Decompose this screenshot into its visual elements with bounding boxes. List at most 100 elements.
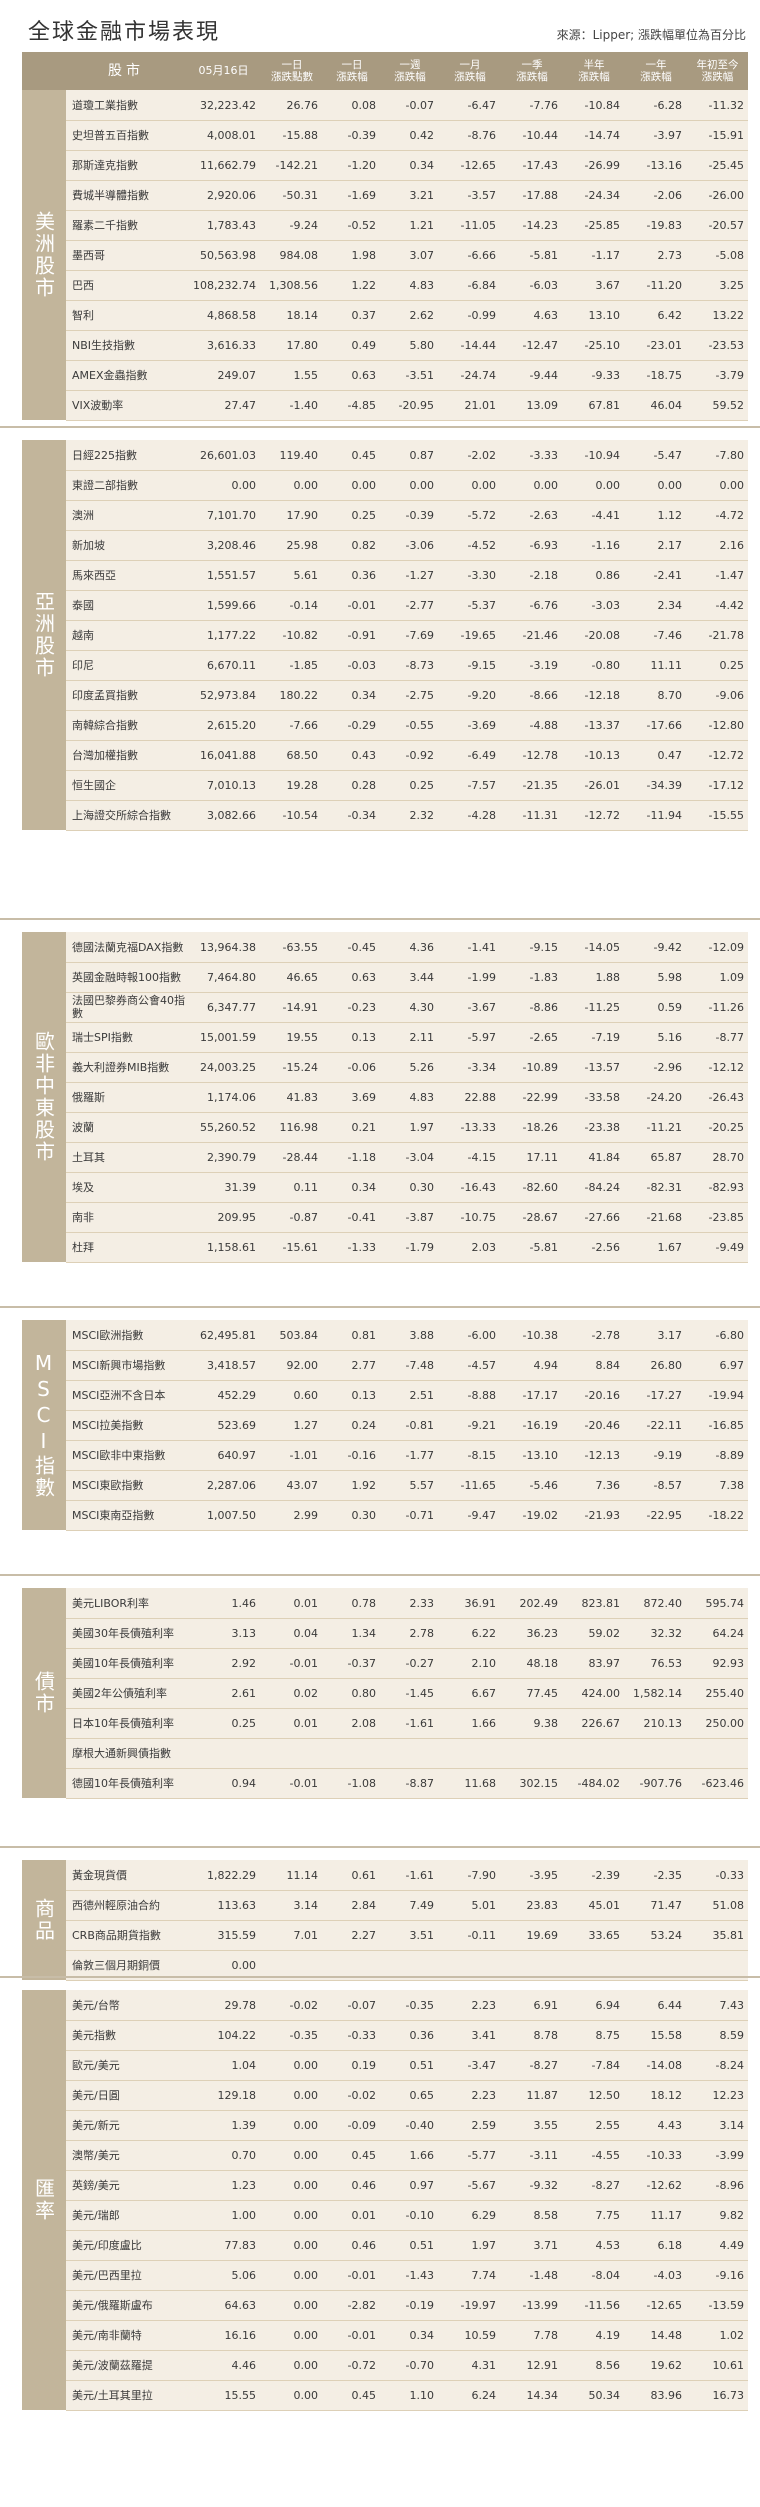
cell-close: 0.00	[231, 1958, 257, 1972]
cell-y1: -12.62	[646, 2178, 682, 2192]
cell-m1: -1.99	[467, 970, 496, 984]
cell-h1: 4.53	[595, 2238, 621, 2252]
table-row: 瑞士SPI指數 15,001.59 19.55 0.13 2.11 -5.97 -2.65 -…	[66, 1022, 748, 1053]
cell-ytd: -12.09	[708, 940, 744, 954]
cell-name: 德國法蘭克福DAX指數	[72, 940, 184, 954]
table-row: 美元指數 104.22 -0.35 -0.33 0.36 3.41 8.78 8.75 15.5…	[66, 2020, 748, 2051]
cell-close: 15,001.59	[200, 1030, 256, 1044]
cell-d1: 68.50	[286, 748, 319, 762]
cell-y1: 6.18	[657, 2238, 683, 2252]
cell-ytd: 64.24	[712, 1626, 745, 1640]
cell-w1: 2.78	[409, 1626, 435, 1640]
table-row: AMEX金蟲指數 249.07 1.55 0.63 -3.51 -24.74 -9.44 -9…	[66, 360, 748, 391]
cell-d1: 984.08	[279, 248, 319, 262]
source-note: 來源：Lipper; 漲跌幅單位為百分比	[556, 28, 746, 42]
cell-y1: 0.59	[657, 1000, 683, 1014]
table-row: 智利 4,868.58 18.14 0.37 2.62 -0.99 4.63 13.10 6.4…	[66, 300, 748, 331]
cell-w1: 0.36	[409, 2028, 435, 2042]
cell-m1: -5.37	[467, 598, 496, 612]
cell-y1: 8.70	[657, 688, 683, 702]
cell-w1: -0.92	[405, 748, 434, 762]
cell-w1: -0.81	[405, 1418, 434, 1432]
column-header-m1: 一月 漲跌幅	[439, 52, 501, 90]
cell-y1: -6.28	[653, 98, 682, 112]
column-header-q1: 一季 漲跌幅	[501, 52, 563, 90]
column-header-name: 股市	[108, 63, 144, 79]
cell-name: MSCI新興市場指數	[72, 1358, 166, 1372]
cell-y1: 2.34	[657, 598, 683, 612]
cell-name: 德國10年長債殖利率	[72, 1776, 174, 1790]
section-category: 美洲股市	[22, 90, 66, 420]
cell-d1p: 0.81	[351, 1328, 377, 1342]
cell-name: 歐元/美元	[72, 2058, 120, 2072]
cell-close: 4,868.58	[207, 308, 256, 322]
cell-w1: 5.26	[409, 1060, 435, 1074]
cell-d1p: 0.34	[351, 1180, 377, 1194]
cell-w1: -7.48	[405, 1358, 434, 1372]
table-row: 西德州輕原油合約 113.63 3.14 2.84 7.49 5.01 23.83 45.01…	[66, 1890, 748, 1921]
page-title: 全球金融市場表現	[28, 20, 221, 45]
cell-name: 美元/波蘭茲羅提	[72, 2358, 153, 2372]
cell-d1p: -0.06	[347, 1060, 376, 1074]
cell-m1: -14.44	[460, 338, 496, 352]
cell-q1: 11.87	[526, 2088, 559, 2102]
cell-w1: -0.19	[405, 2298, 434, 2312]
cell-name: MSCI東南亞指數	[72, 1508, 155, 1522]
cell-m1: -3.57	[467, 188, 496, 202]
cell-m1: 22.88	[464, 1090, 497, 1104]
cell-d1: 92.00	[286, 1358, 319, 1372]
cell-w1: -3.87	[405, 1210, 434, 1224]
cell-close: 1,158.61	[207, 1240, 256, 1254]
cell-d1p: -0.07	[347, 1998, 376, 2012]
cell-d1p: 0.45	[351, 2148, 377, 2162]
cell-d1p: 0.08	[351, 98, 377, 112]
cell-d1p: -1.33	[347, 1240, 376, 1254]
cell-d1: 41.83	[286, 1090, 319, 1104]
cell-m1: -7.90	[467, 1868, 496, 1882]
cell-q1: 6.91	[533, 1998, 559, 2012]
cell-d1p: -1.08	[347, 1776, 376, 1790]
cell-d1: 1.55	[293, 368, 319, 382]
cell-close: 209.95	[217, 1210, 257, 1224]
cell-d1p: -0.01	[347, 2328, 376, 2342]
cell-q1: -1.83	[529, 970, 558, 984]
cell-name: 美元指數	[72, 2028, 116, 2042]
cell-w1: -1.27	[405, 568, 434, 582]
column-header-y1-line2: 漲跌幅	[640, 71, 672, 83]
cell-d1p	[318, 1738, 376, 1768]
cell-d1: 46.65	[286, 970, 319, 984]
cell-d1: -0.01	[289, 1776, 318, 1790]
cell-close: 16,041.88	[200, 748, 256, 762]
cell-h1: -0.80	[591, 658, 620, 672]
section-category-label: 美洲股市	[31, 211, 56, 299]
cell-ytd: -23.85	[708, 1210, 744, 1224]
cell-m1: -1.41	[467, 940, 496, 954]
cell-y1: -5.47	[653, 448, 682, 462]
cell-m1: -6.49	[467, 748, 496, 762]
cell-d1p: 2.08	[351, 1716, 377, 1730]
cell-q1: -28.67	[522, 1210, 558, 1224]
cell-h1: -2.78	[591, 1328, 620, 1342]
cell-w1: -0.27	[405, 1656, 434, 1670]
cell-w1: -1.79	[405, 1240, 434, 1254]
cell-ytd: 2.16	[719, 538, 745, 552]
cell-y1: -3.97	[653, 128, 682, 142]
cell-y1: 5.98	[657, 970, 683, 984]
cell-m1: -13.33	[460, 1120, 496, 1134]
table-row: 義大利證券MIB指數 24,003.25 -15.24 -0.06 5.26 -3.34 -…	[66, 1052, 748, 1083]
cell-d1: 0.00	[293, 2358, 319, 2372]
cell-d1p: 0.82	[351, 538, 377, 552]
cell-m1: -4.28	[467, 808, 496, 822]
cell-d1: 17.80	[286, 338, 319, 352]
table-row: 俄羅斯 1,174.06 41.83 3.69 4.83 22.88 -22.99 -33.5…	[66, 1082, 748, 1113]
cell-w1: -8.87	[405, 1776, 434, 1790]
cell-d1p: -0.45	[347, 940, 376, 954]
cell-ytd: 595.74	[705, 1596, 745, 1610]
cell-q1: -21.46	[522, 628, 558, 642]
cell-q1: -2.18	[529, 568, 558, 582]
table-row: 德國10年長債殖利率 0.94 -0.01 -1.08 -8.87 11.68 302.15…	[66, 1768, 748, 1799]
cell-h1: 8.84	[595, 1358, 621, 1372]
cell-close: 104.22	[217, 2028, 257, 2042]
cell-name: 美元/巴西里拉	[72, 2268, 142, 2282]
